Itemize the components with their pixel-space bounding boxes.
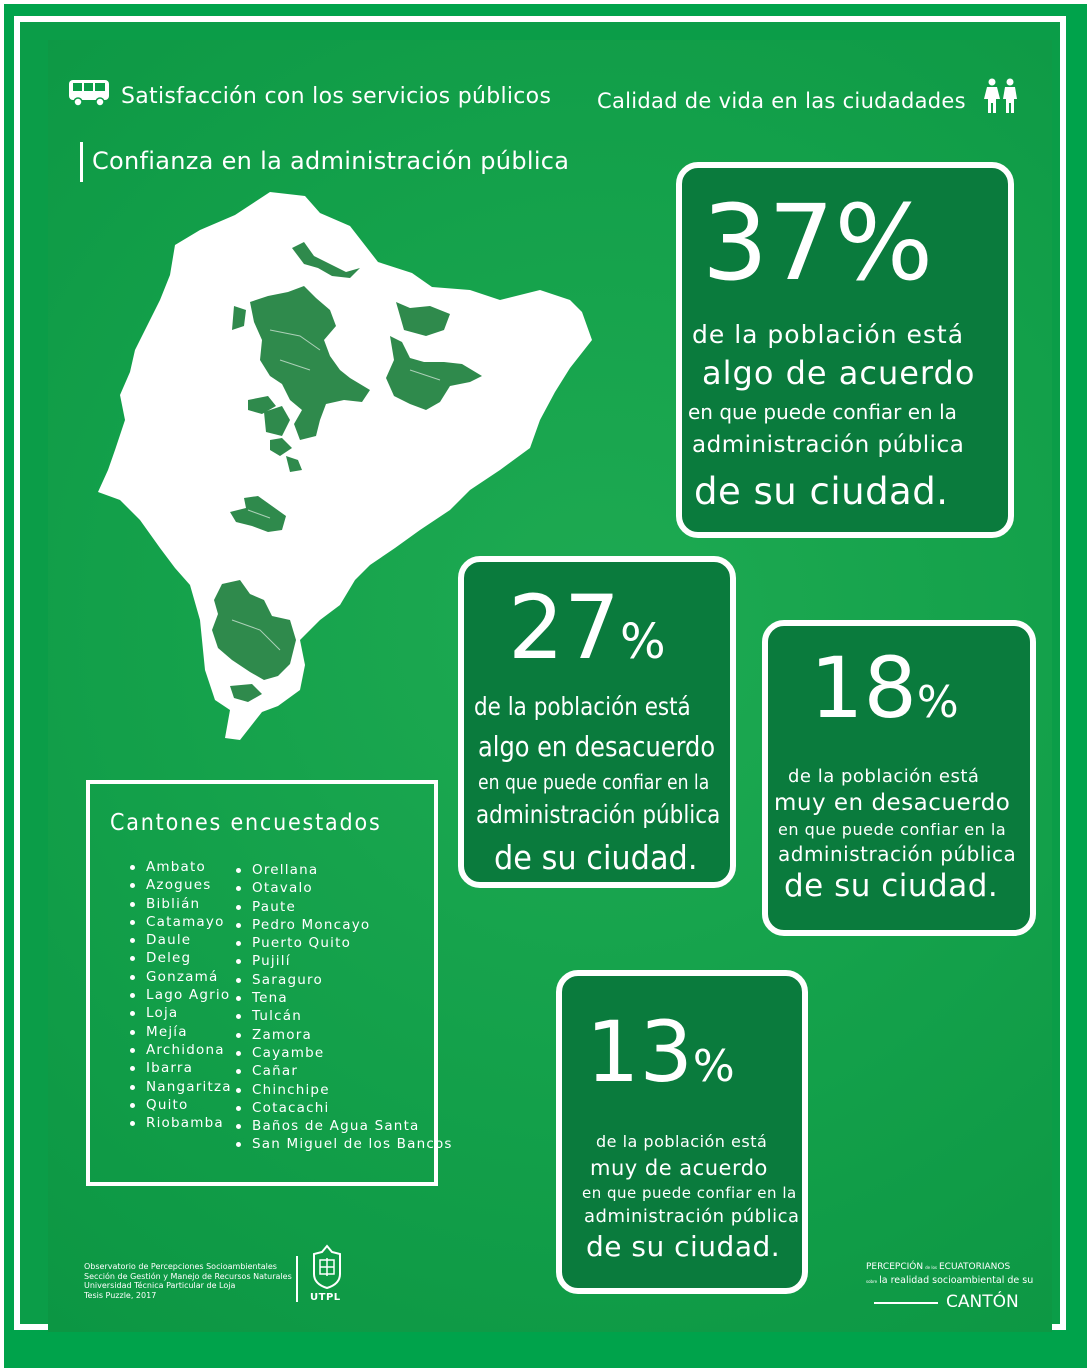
stat-1-line4: administración pública: [692, 432, 965, 458]
stat-2-line3: en que puede confiar en la: [478, 770, 710, 794]
canton-item: Ambato: [128, 858, 232, 876]
left-title: Satisfacción con los servicios públicos: [121, 84, 552, 109]
stat-3-line1: de la población está: [788, 766, 980, 787]
stat-3-line4: administración pública: [778, 842, 1017, 866]
stat-2-line5: de su ciudad.: [494, 838, 698, 877]
brand-line-2: sobre la realidad socioambiental de su: [866, 1275, 1034, 1286]
right-title: Calidad de vida en las ciudadades: [597, 89, 966, 113]
canton-item: Mejía: [128, 1023, 232, 1041]
ecuador-map-icon: [98, 192, 592, 740]
footer-line-2: Sección de Gestión y Manejo de Recursos …: [84, 1271, 292, 1281]
canton-item: Otavalo: [234, 879, 453, 897]
footer-credits: Observatorio de Percepciones Socioambien…: [84, 1262, 292, 1300]
canton-item: Ibarra: [128, 1059, 232, 1077]
stat-2-number: 27%: [508, 576, 666, 679]
canton-item: Paute: [234, 898, 453, 916]
stat-4-line4: administración pública: [584, 1206, 800, 1227]
stat-card-2: 27% de la población está algo en desacue…: [458, 556, 736, 888]
utpl-crest-icon: [313, 1244, 341, 1290]
stat-card-3: 18% de la población está muy en desacuer…: [762, 620, 1036, 936]
stat-1-line3: en que puede confiar en la: [688, 400, 957, 424]
canton-item: Deleg: [128, 949, 232, 967]
canton-item: Catamayo: [128, 913, 232, 931]
stat-2-line4: administración pública: [476, 800, 721, 829]
canton-item: Saraguro: [234, 971, 453, 989]
canton-item: Baños de Agua Santa: [234, 1117, 453, 1135]
section-title: Confianza en la administración pública: [92, 147, 570, 175]
stat-1-number: 37%: [702, 182, 934, 304]
canton-item: Nangaritza: [128, 1078, 232, 1096]
cantones-list-1: Ambato Azogues Biblián Catamayo Daule Deleg Go…: [128, 858, 232, 1132]
canton-item: Lago Agrio: [128, 986, 232, 1004]
canton-item: Chinchipe: [234, 1081, 453, 1099]
canton-item: Riobamba: [128, 1114, 232, 1132]
canton-item: Tulcán: [234, 1007, 453, 1025]
stat-1-line1: de la población está: [692, 320, 965, 349]
canton-item: San Miguel de los Bancos: [234, 1135, 453, 1153]
stat-4-line5: de su ciudad.: [586, 1230, 781, 1263]
stat-1-line2: algo de acuerdo: [702, 354, 976, 392]
bus-icon: [69, 80, 109, 107]
canton-item: Cañar: [234, 1062, 453, 1080]
section-divider: [80, 142, 83, 182]
footer-divider: [296, 1256, 298, 1302]
canton-item: Gonzamá: [128, 968, 232, 986]
stat-1-line5: de su ciudad.: [694, 470, 949, 513]
stat-2-line2: algo en desacuerdo: [478, 730, 716, 763]
brand-line-1: PERCEPCIÓN de los ECUATORIANOS: [866, 1262, 1011, 1272]
footer-line-1: Observatorio de Percepciones Socioambien…: [84, 1262, 277, 1271]
canton-item: Puerto Quito: [234, 934, 453, 952]
stat-4-line3: en que puede confiar en la: [582, 1184, 797, 1202]
people-icon: [984, 78, 1017, 113]
stat-3-line5: de su ciudad.: [784, 868, 999, 904]
canton-item: Archidona: [128, 1041, 232, 1059]
canton-item: Quito: [128, 1096, 232, 1114]
stat-3-line3: en que puede confiar en la: [778, 820, 1007, 839]
stat-3-line2: muy en desacuerdo: [774, 790, 1011, 816]
stat-4-line2: muy de acuerdo: [590, 1156, 768, 1180]
cantones-box: Cantones encuestados Ambato Azogues Bibliá…: [86, 780, 451, 1186]
canton-item: Cotacachi: [234, 1099, 453, 1117]
canton-item: Biblián: [128, 895, 232, 913]
canton-item: Zamora: [234, 1026, 453, 1044]
brand-rule: [874, 1302, 938, 1304]
utpl-label: UTPL: [310, 1292, 341, 1303]
stat-card-1: 37% de la población está algo de acuerdo…: [676, 162, 1014, 538]
stat-2-line1: de la población está: [474, 692, 691, 721]
stat-card-4: 13% de la población está muy de acuerdo …: [556, 970, 808, 1294]
footer-line-4: Tesis Puzzle, 2017: [84, 1290, 157, 1300]
canton-item: Cayambe: [234, 1044, 453, 1062]
stat-3-number: 18%: [810, 639, 959, 737]
canton-item: Tena: [234, 989, 453, 1007]
canton-item: Azogues: [128, 876, 232, 894]
footer-line-3: Universidad Técnica Particular de Loja: [84, 1281, 236, 1290]
canton-item: Loja: [128, 1004, 232, 1022]
canton-item: Pujilí: [234, 952, 453, 970]
canton-item: Pedro Moncayo: [234, 916, 453, 934]
cantones-title: Cantones encuestados: [110, 810, 382, 836]
stat-4-number: 13%: [586, 1003, 735, 1101]
stat-4-line1: de la población está: [596, 1132, 768, 1151]
canton-item: Orellana: [234, 861, 453, 879]
canton-item: Daule: [128, 931, 232, 949]
cantones-list-2: Orellana Otavalo Paute Pedro Moncayo Puerto …: [234, 861, 453, 1154]
brand-canton: CANTÓN: [946, 1292, 1019, 1312]
